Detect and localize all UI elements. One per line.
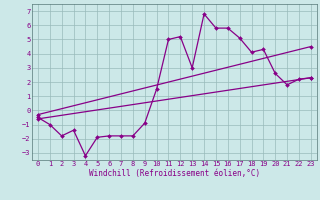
X-axis label: Windchill (Refroidissement éolien,°C): Windchill (Refroidissement éolien,°C) xyxy=(89,169,260,178)
